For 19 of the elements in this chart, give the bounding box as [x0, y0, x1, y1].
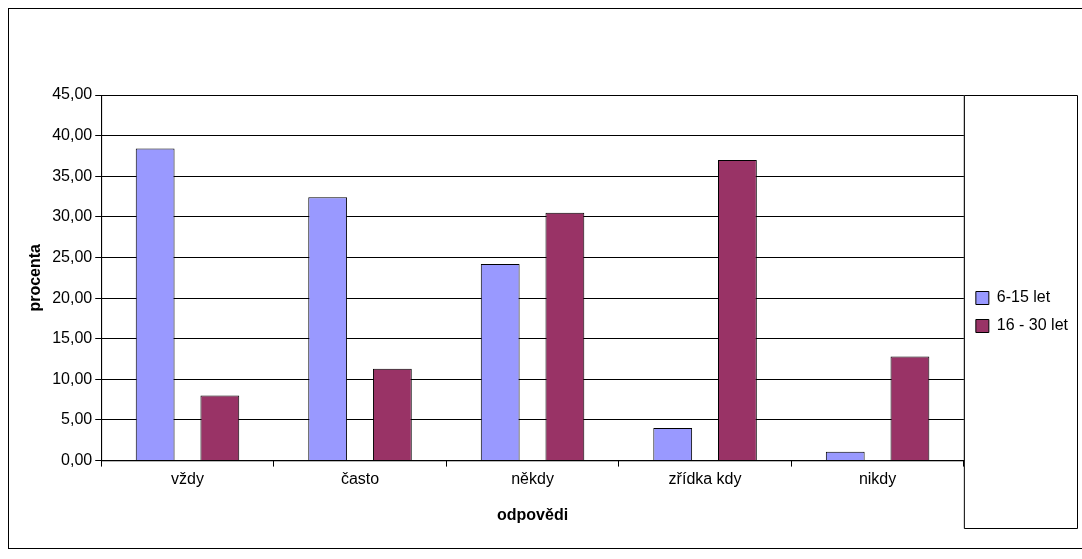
x-tick-label: někdy: [511, 469, 554, 487]
y-tick-label: 45,00: [52, 85, 93, 103]
y-tick-label: 30,00: [52, 207, 93, 225]
y-tick-label: 40,00: [52, 126, 93, 144]
legend-label: 16 - 30 let: [996, 316, 1069, 334]
x-tick-label: zřídka kdy: [668, 469, 742, 487]
y-tick-label: 0,00: [61, 451, 93, 469]
y-tick-label: 5,00: [61, 410, 93, 428]
y-axis-title: procenta: [26, 243, 44, 312]
y-tick-label: 10,00: [52, 369, 93, 387]
x-axis-title: odpovědi: [496, 505, 569, 523]
y-tick-label: 20,00: [52, 288, 93, 306]
x-tick-label: často: [340, 469, 380, 487]
x-tick-label: vždy: [171, 469, 204, 487]
legend-label: 6-15 let: [996, 288, 1051, 306]
x-tick-label: nikdy: [858, 469, 897, 487]
y-tick-label: 25,00: [52, 247, 93, 265]
y-tick-label: 15,00: [52, 329, 93, 347]
y-tick-label: 35,00: [52, 166, 93, 184]
